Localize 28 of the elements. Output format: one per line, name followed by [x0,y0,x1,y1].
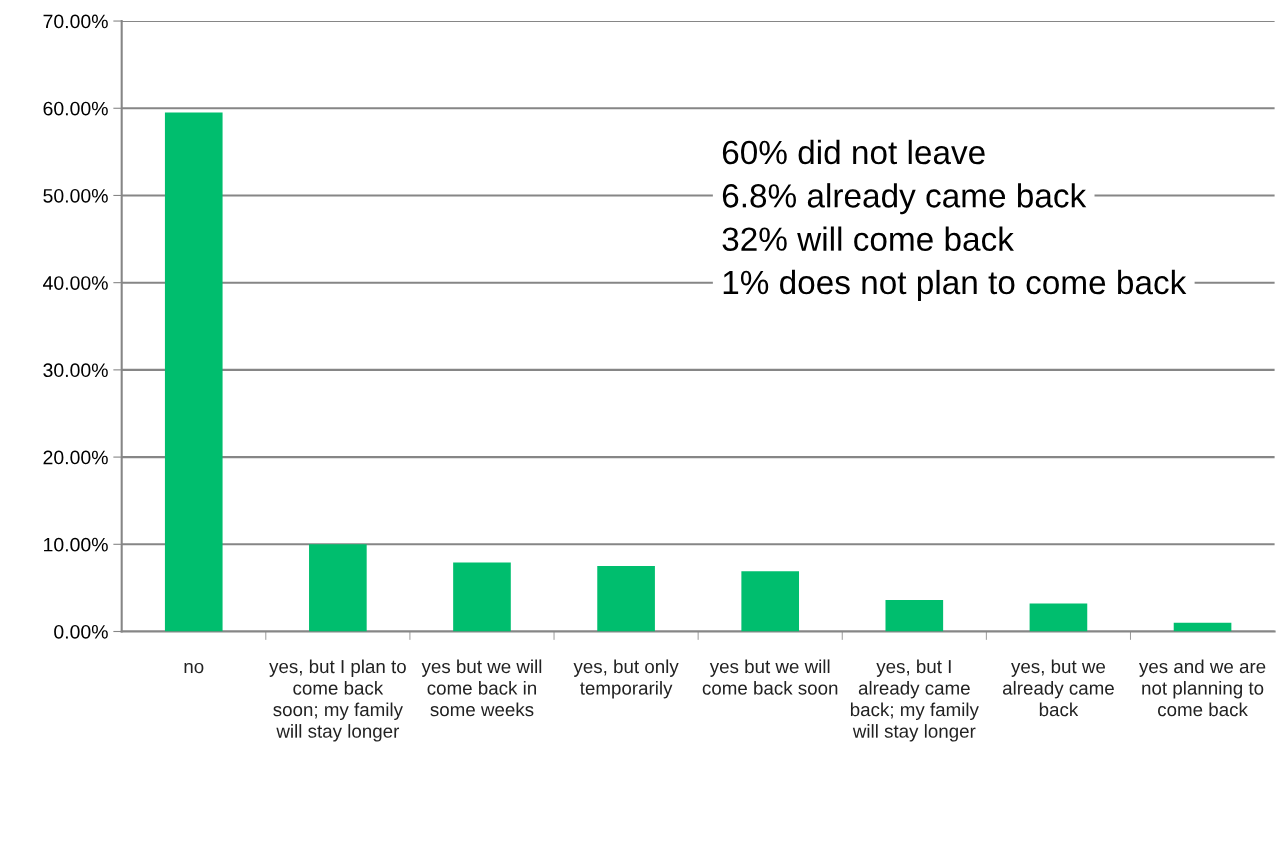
bar [885,600,944,632]
annotation: 60% did not leave [722,139,985,165]
y-tick-label: 10.00% [44,537,108,552]
x-tick-label: yes but we will come back soon [702,659,838,695]
y-tick-label: 0.00% [54,624,108,639]
bar [164,112,223,632]
annotation: 1% does not plan to come back [723,269,1187,301]
y-tick-label: 30.00% [43,363,108,378]
x-tick-label: yes, but only temporarily [573,659,679,699]
x-tick-label: yes, but I plan to come back soon; my family will stay longer [269,659,406,742]
x-tick-label: no [184,662,204,674]
y-tick-label: 70.00% [43,14,108,29]
x-tick-label: yes and we are not planning to come back [1139,659,1266,717]
annotation: 32% will come back [722,226,1014,251]
y-tick-label: 60.00% [43,101,108,116]
y-tick-label: 40.00% [43,276,108,290]
y-tick-label: 50.00% [43,188,108,203]
bar [453,562,511,632]
bar [597,566,655,632]
x-tick-label: yes but we will come back in some weeks [421,659,542,717]
y-tick-label: 20.00% [43,450,108,465]
x-tick-label: yes, but we already came back [1002,659,1114,717]
bar [309,544,367,632]
x-tick-label: yes, but I already came back; my family will stay longer [850,659,979,742]
bar [741,571,800,632]
bar [1173,622,1232,632]
annotation: 6.8% already came back [722,183,1087,215]
bar [1029,603,1088,632]
